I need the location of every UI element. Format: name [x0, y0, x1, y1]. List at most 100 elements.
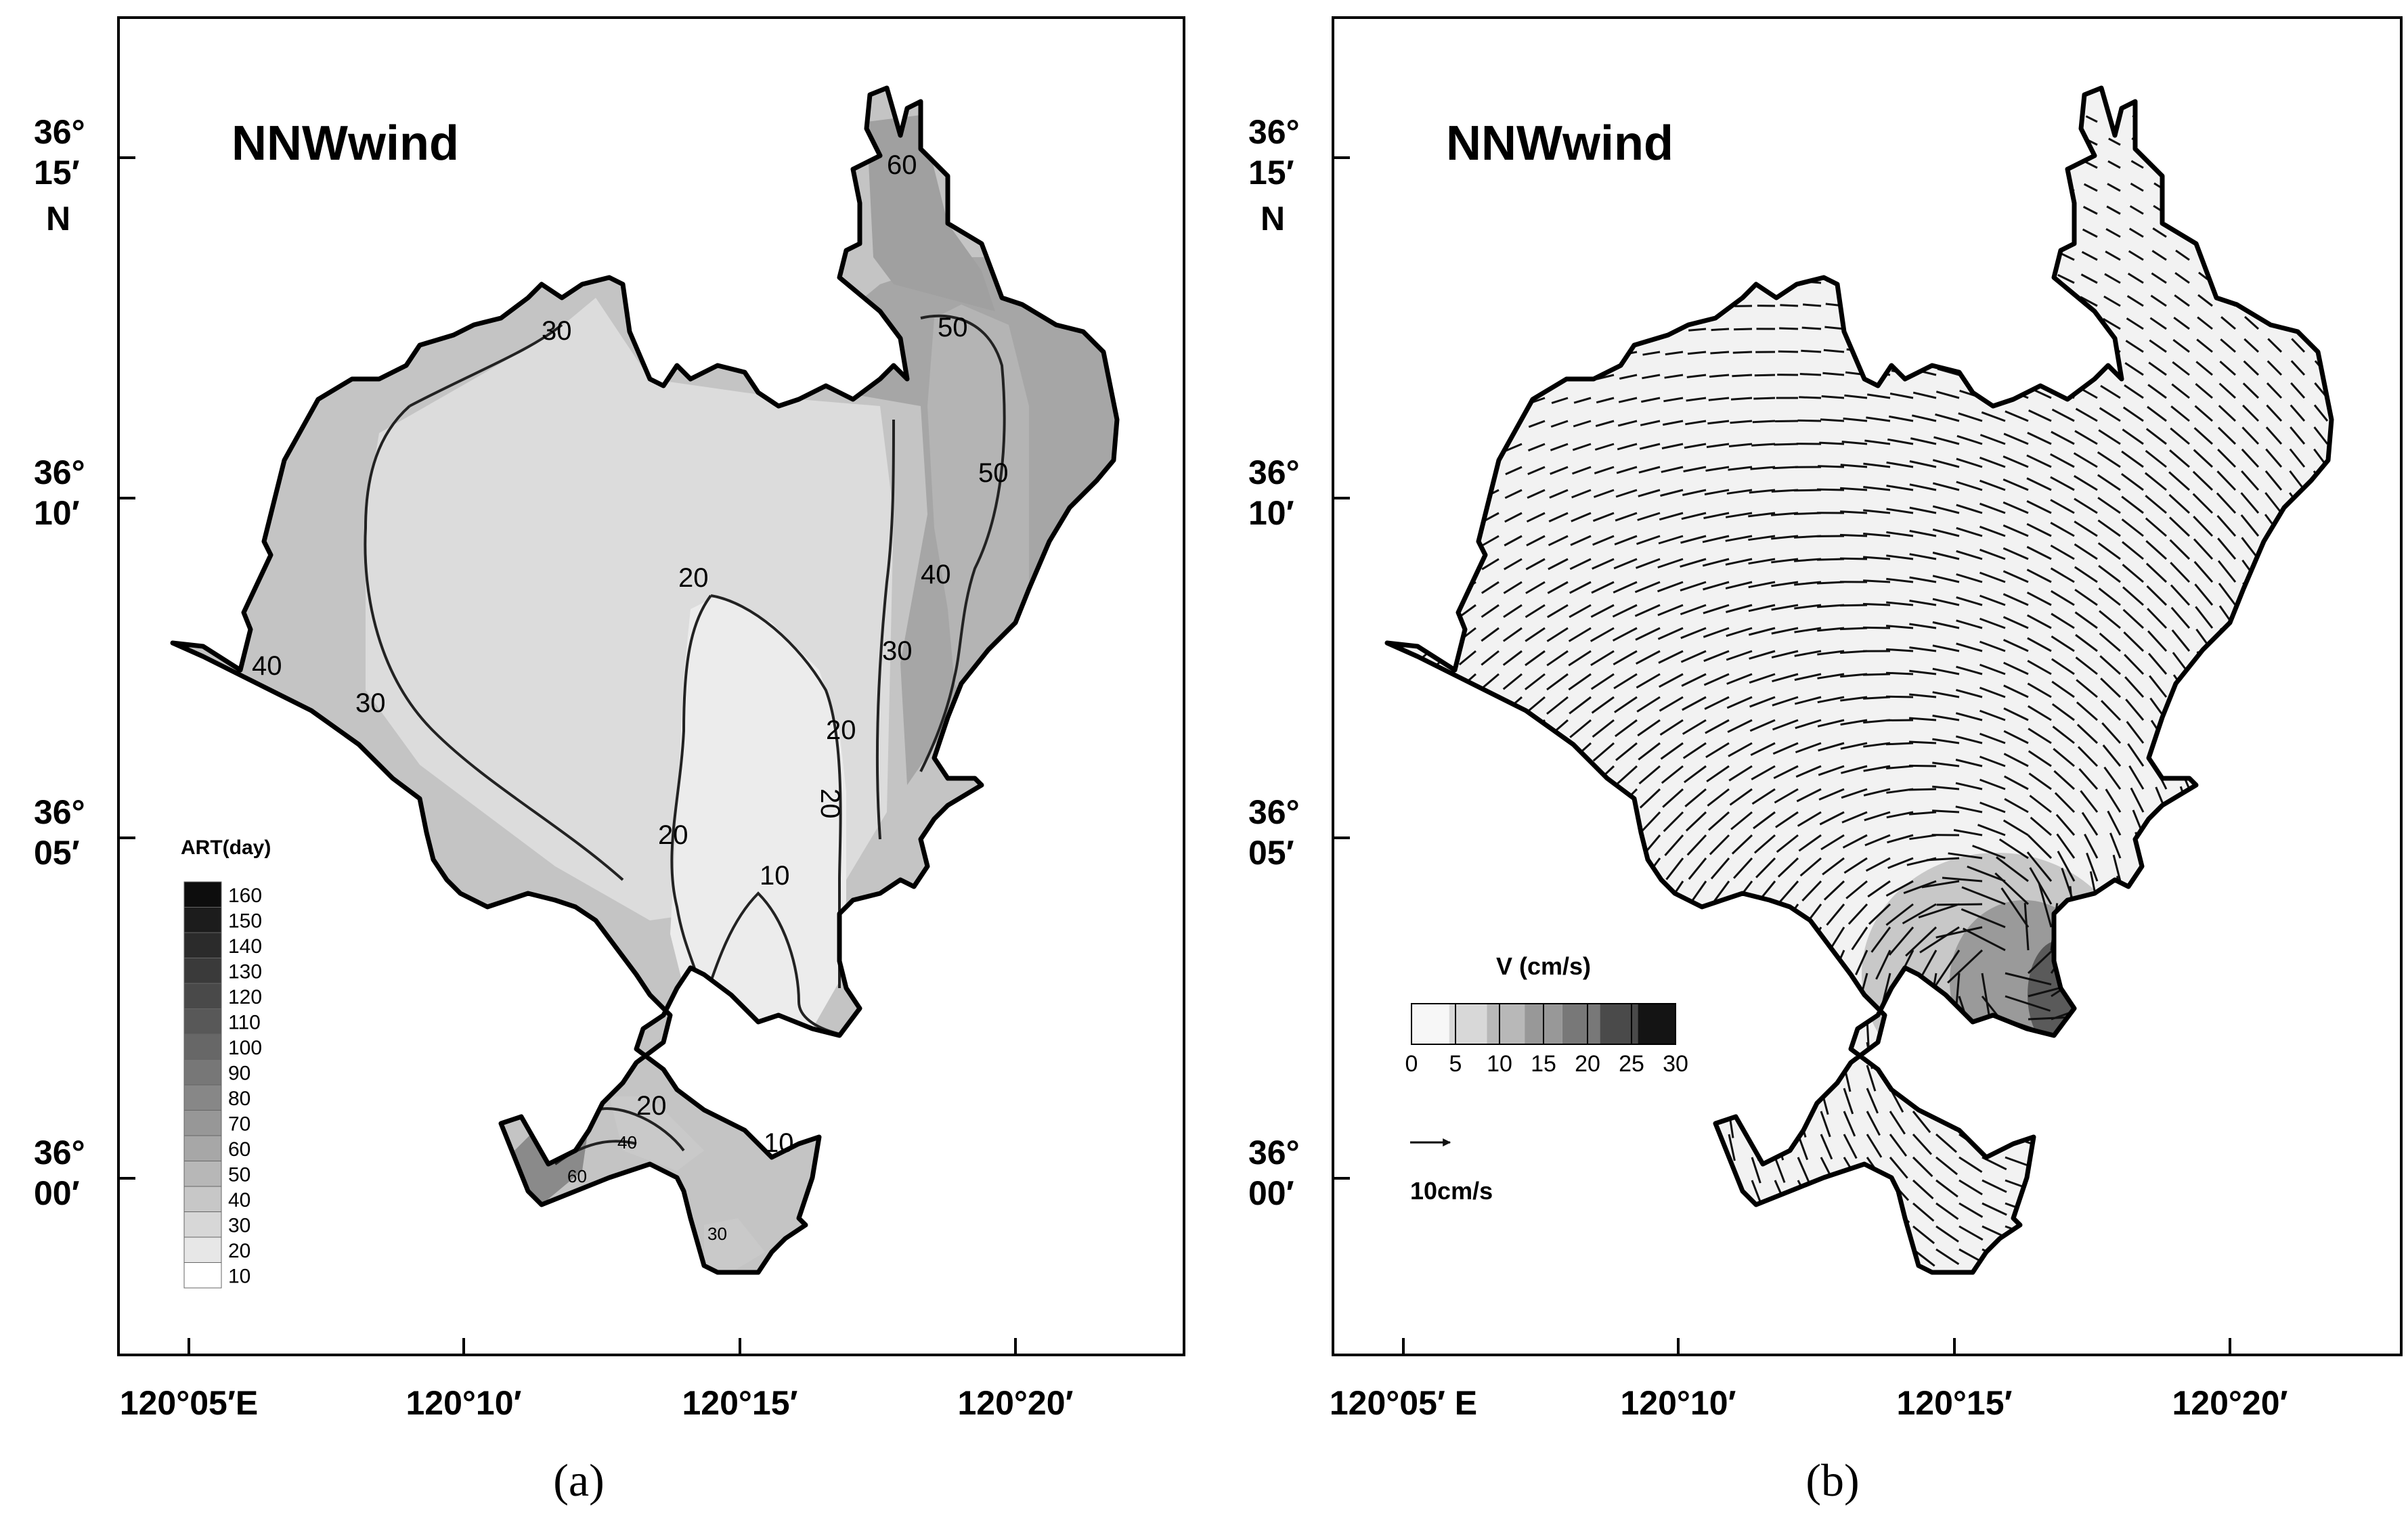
vector-arrow: [2084, 833, 2099, 859]
art-legend: ART(day) 1601501401301201101009080706050…: [181, 837, 271, 1289]
vector-arrow: [2099, 655, 2122, 675]
vector-arrow: [1935, 1065, 1955, 1090]
vector-arrow: [1682, 1249, 1694, 1272]
vector-arrow: [2264, 470, 2283, 491]
vector-arrow: [1481, 696, 1500, 714]
speed-legend-swatch-4: [1562, 1004, 1600, 1044]
vector-arrow: [2026, 614, 2052, 629]
vector-arrow: [1751, 443, 1776, 447]
vector-arrow: [1964, 276, 1983, 284]
vector-arrow: [1504, 811, 1523, 834]
vector-arrow: [1526, 512, 1546, 523]
vector-arrow: [1792, 996, 1799, 1023]
panel-b: 36° 15′ N 36° 10′ 36° 05′ 36° 00′ 120°05…: [1248, 16, 2403, 1506]
vector-arrow: [2271, 694, 2283, 721]
vector-arrow: [2218, 405, 2237, 422]
vector-arrow: [1568, 1272, 1575, 1297]
art-legend-swatch-50: [183, 1161, 222, 1187]
vector-arrow: [2350, 1116, 2370, 1135]
vector-arrow: [1711, 305, 1730, 308]
vector-arrow: [1397, 927, 1408, 948]
vector-arrow: [2211, 900, 2218, 928]
vector-arrow: [1439, 443, 1453, 452]
vector-arrow: [1562, 1042, 1569, 1069]
vector-arrow: [2350, 1020, 2365, 1043]
vector-arrow: [2193, 427, 2214, 445]
vector-arrow: [1664, 834, 1684, 856]
vector-arrow: [2319, 716, 2329, 744]
vector-arrow: [1552, 857, 1569, 882]
vector-arrow: [1646, 236, 1661, 240]
vector-arrow: [1732, 857, 1753, 879]
vector-arrow: [1520, 1249, 1528, 1272]
vector-arrow: [1798, 834, 1822, 852]
vector-arrow: [1520, 1180, 1525, 1206]
vector-arrow: [1476, 1272, 1480, 1293]
vector-arrow: [1571, 765, 1592, 786]
vector-arrow: [1375, 904, 1384, 923]
vector-arrow: [1670, 927, 1684, 952]
vector-arrow: [1935, 1202, 1959, 1220]
vector-arrow: [2122, 406, 2144, 422]
vector-arrow: [1739, 143, 1753, 146]
vector-arrow: [1921, 208, 1937, 215]
vector-arrow: [1821, 395, 1845, 399]
vector-arrow: [1659, 719, 1684, 736]
vector-arrow: [2038, 138, 2052, 146]
vector-arrow: [1705, 742, 1730, 759]
vector-arrow: [2212, 1144, 2237, 1159]
vector-arrow: [2034, 252, 2052, 261]
vector-arrow: [2313, 558, 2329, 583]
vector-arrow: [2143, 1173, 2170, 1182]
vector-arrow: [2247, 181, 2259, 192]
vector-arrow: [1497, 1226, 1504, 1250]
vector-arrow: [1451, 1203, 1455, 1226]
vector-arrow: [2265, 558, 2283, 583]
vector-arrow: [2216, 515, 2237, 537]
vector-arrow: [2028, 1202, 2055, 1211]
vector-arrow: [1546, 673, 1569, 691]
vector-arrow: [1624, 927, 1638, 952]
vector-arrow: [2146, 585, 2168, 606]
vector-arrow: [2026, 500, 2052, 514]
vector-arrow: [1751, 1203, 1764, 1229]
vector-arrow: [1657, 627, 1684, 640]
vector-arrow: [2292, 626, 2306, 652]
vector-arrow: [1505, 834, 1523, 858]
vector-arrow: [1590, 1226, 1598, 1253]
vector-arrow: [1614, 696, 1638, 713]
vector-arrow: [1588, 1088, 1592, 1115]
lat-label-b-n: N: [1261, 200, 1285, 238]
vector-arrow: [1525, 581, 1546, 594]
vector-arrow: [1956, 504, 1983, 514]
vector-arrow: [1935, 1042, 1954, 1073]
vector-arrow: [1965, 253, 1983, 261]
vector-arrow: [2122, 608, 2145, 629]
vector-arrow: [1463, 904, 1477, 928]
vector-arrow: [2197, 673, 2214, 698]
vector-arrow: [1916, 323, 1937, 330]
vector-arrow: [2211, 1046, 2233, 1067]
vector-arrow: [1418, 328, 1430, 335]
contour-20-west: [670, 594, 712, 1002]
speed-legend-title: V (cm/s): [1496, 952, 1591, 980]
vector-arrow: [2097, 497, 2121, 514]
vector-arrow: [1644, 880, 1661, 905]
vector-arrow: [1682, 1226, 1693, 1253]
vector-arrow: [2079, 318, 2098, 330]
vector-arrow: [2078, 768, 2099, 790]
vector-arrow: [1886, 554, 1914, 560]
vector-arrow: [2076, 723, 2099, 744]
vector-arrow: [1770, 512, 1799, 516]
vector-arrow: [2184, 831, 2191, 859]
vector-arrow: [2257, 1069, 2279, 1090]
vector-arrow: [1899, 163, 1914, 169]
vector-arrow: [1696, 973, 1707, 1000]
vector-arrow: [1376, 927, 1384, 946]
vector-arrow: [1393, 443, 1407, 452]
vector-arrow: [2341, 227, 2350, 237]
vector-arrow: [1866, 1271, 1887, 1272]
vector-arrow: [1794, 535, 1822, 539]
vector-arrow: [2291, 338, 2306, 353]
vector-arrow: [2121, 495, 2144, 514]
